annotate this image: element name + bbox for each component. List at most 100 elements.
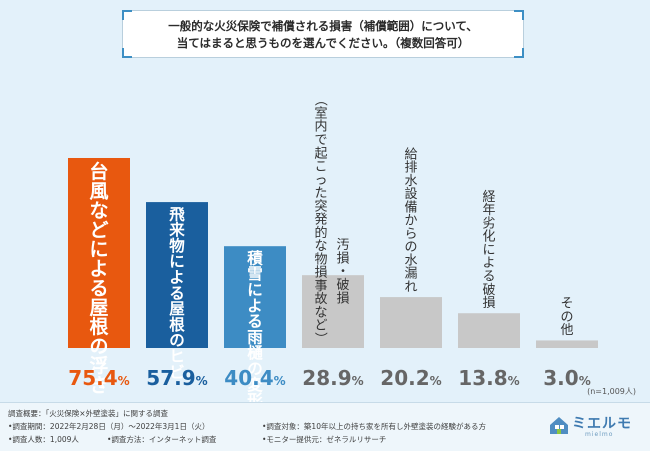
category-label: 屋	[169, 300, 185, 318]
bracket-corner	[122, 48, 132, 58]
survey-count: •調査人数：1,009人	[8, 435, 79, 444]
value-label: 40.4%	[224, 366, 285, 390]
category-label: 給	[404, 147, 417, 162]
category-label-note: な	[314, 239, 327, 254]
category-label: よ	[169, 269, 185, 287]
value-label: 13.8%	[458, 366, 519, 390]
bracket-corner	[122, 10, 132, 20]
category-label: 浮	[89, 354, 108, 377]
survey-period: •調査期間：2022年2月28日（月）～2022年3月1日（火）	[8, 422, 210, 431]
survey-target: •調査対象：築10年以上の持ち家を所有し外壁塗装の経験がある方	[262, 422, 486, 431]
category-label: 他	[560, 323, 573, 338]
bracket-corner	[514, 10, 524, 20]
category-label: ビ	[169, 363, 185, 381]
survey-method: •調査方法：インターネット調査	[107, 435, 217, 444]
survey-footer: 調査概要：「火災保険×外壁塗装」に関する調査 •調査期間：2022年2月28日（…	[0, 402, 650, 451]
value-label: 3.0%	[543, 366, 590, 390]
category-label-note: 発	[314, 213, 327, 228]
brand-logo-sub: mielmo	[585, 431, 614, 438]
bracket-corner	[514, 48, 524, 58]
category-label: ・	[336, 265, 349, 280]
category-label: 劣	[482, 216, 495, 231]
category-label: る	[89, 277, 108, 299]
category-label: 来	[168, 220, 185, 239]
category-label: ヒ	[169, 348, 185, 366]
category-label: 破	[336, 278, 349, 293]
bar-4	[302, 275, 364, 348]
category-label: の	[89, 336, 108, 358]
category-label: か	[404, 214, 417, 229]
question-line-2: 当てはまると思うものを選んでください。（複数回答可）	[176, 36, 470, 50]
value-label: 20.2%	[380, 366, 441, 390]
category-label: よ	[482, 256, 495, 271]
category-label-note: 突	[314, 198, 327, 214]
category-label: 樋	[247, 343, 263, 362]
category-label: 根	[169, 315, 185, 334]
category-label: の	[404, 240, 417, 255]
category-label: に	[89, 239, 108, 261]
category-label: 風	[89, 181, 108, 203]
category-label: に	[169, 253, 185, 271]
category-label-note: っ	[314, 173, 327, 188]
category-label-note: こ	[314, 160, 327, 175]
category-label-note: ）	[312, 332, 327, 345]
category-label-note: な	[314, 305, 327, 320]
category-label-note: た	[314, 186, 327, 201]
question-line-1: 一般的な火災保険で補償される損害（補償範囲）について、	[168, 19, 478, 33]
category-label: 変	[247, 375, 263, 394]
bar-1	[68, 157, 130, 348]
category-label: 化	[482, 230, 495, 245]
category-label-note: 損	[314, 266, 327, 281]
category-label: る	[247, 313, 263, 331]
category-label: 物	[169, 236, 185, 255]
category-label: 年	[482, 203, 495, 218]
category-label-note: 起	[314, 146, 327, 161]
bar-7	[536, 340, 598, 348]
category-label: そ	[560, 297, 573, 312]
category-label: 雪	[247, 265, 263, 283]
category-label: 飛	[168, 205, 185, 223]
category-label: 漏	[404, 266, 417, 282]
house-logo-icon	[550, 417, 568, 434]
category-label: の	[560, 310, 573, 325]
category-label-note: 事	[314, 279, 327, 294]
category-label: 屋	[89, 297, 108, 319]
brand-logo: ミエルモ	[572, 416, 632, 432]
category-label-note: 室	[314, 105, 327, 121]
category-label: 水	[404, 253, 417, 268]
category-label: よ	[89, 258, 108, 280]
category-label: 積	[246, 248, 263, 267]
category-label: 形	[247, 391, 263, 402]
category-label: 水	[404, 174, 417, 189]
category-label: な	[89, 200, 108, 222]
category-label: き	[89, 374, 108, 396]
value-label: 75.4%	[68, 366, 129, 390]
category-label-note: 物	[314, 252, 327, 267]
category-label: の	[169, 332, 185, 350]
category-label: 備	[404, 199, 417, 215]
category-label: ど	[89, 219, 108, 241]
category-label: 台	[89, 160, 108, 183]
category-label: 破	[482, 283, 495, 298]
value-label: 57.9%	[146, 366, 207, 390]
category-label-note: で	[314, 133, 327, 148]
bar-5	[380, 297, 442, 348]
category-label: る	[169, 284, 185, 302]
category-label: の	[247, 360, 263, 378]
category-label: 排	[404, 161, 417, 176]
bar-3	[224, 246, 286, 348]
category-label: 損	[482, 296, 495, 311]
category-label: 汚	[336, 238, 349, 253]
category-label-note: 故	[314, 292, 327, 307]
category-label-note: （	[312, 93, 327, 106]
survey-overview: 調査概要：「火災保険×外壁塗装」に関する調査	[8, 409, 169, 418]
category-label: れ	[404, 280, 417, 295]
category-label: る	[482, 269, 495, 284]
category-label-note: 的	[314, 225, 327, 241]
bar-2	[146, 202, 208, 348]
category-label: ら	[404, 227, 417, 242]
category-label: 損	[336, 291, 349, 306]
category-label: 雨	[247, 328, 263, 346]
survey-provider: •モニター提供元：ゼネラルリサーチ	[262, 435, 387, 444]
bar-6	[458, 313, 520, 348]
